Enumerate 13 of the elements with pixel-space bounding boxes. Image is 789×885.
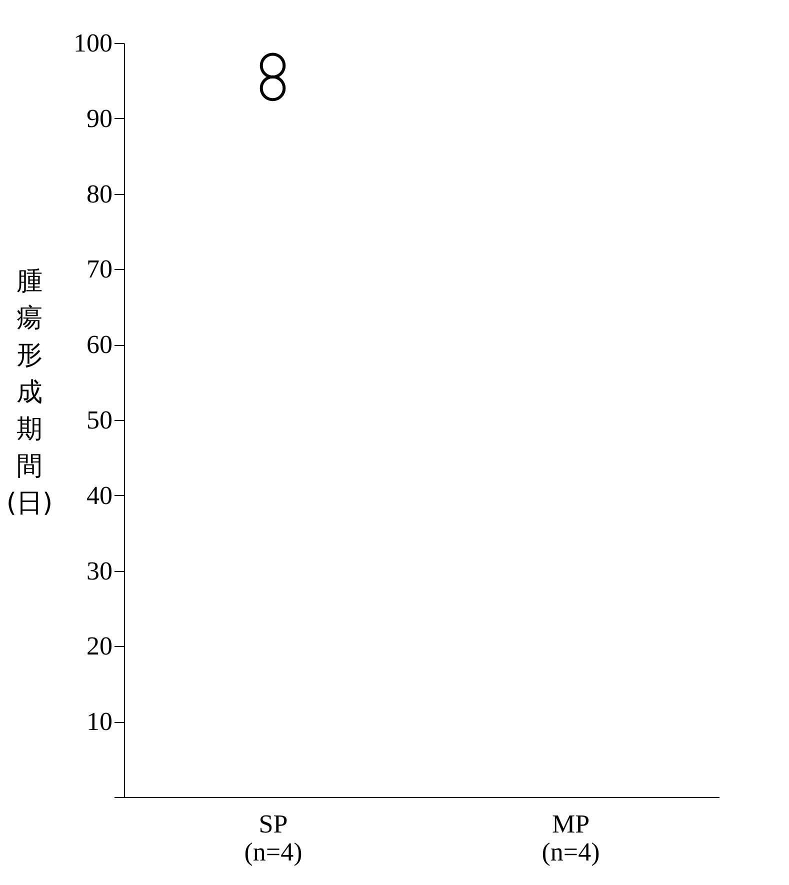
y-tick-label: 60 <box>86 330 112 360</box>
y-tick-label: 10 <box>86 707 112 736</box>
y-tick-label: 70 <box>86 254 112 284</box>
x-tick-label: SP (n=4) <box>244 810 302 866</box>
y-tick-label: 80 <box>86 179 112 208</box>
y-axis-title: 腫瘍形成期間(日) <box>6 266 53 518</box>
y-tick-label: 90 <box>86 104 112 133</box>
x-tick-label: MP (n=4) <box>542 810 600 866</box>
y-tick-label: 100 <box>74 28 112 58</box>
y-tick-label: 30 <box>86 556 112 586</box>
y-tick-label: 40 <box>86 480 112 510</box>
y-tick-label: 50 <box>86 406 112 434</box>
y-tick-label: 20 <box>86 632 112 661</box>
